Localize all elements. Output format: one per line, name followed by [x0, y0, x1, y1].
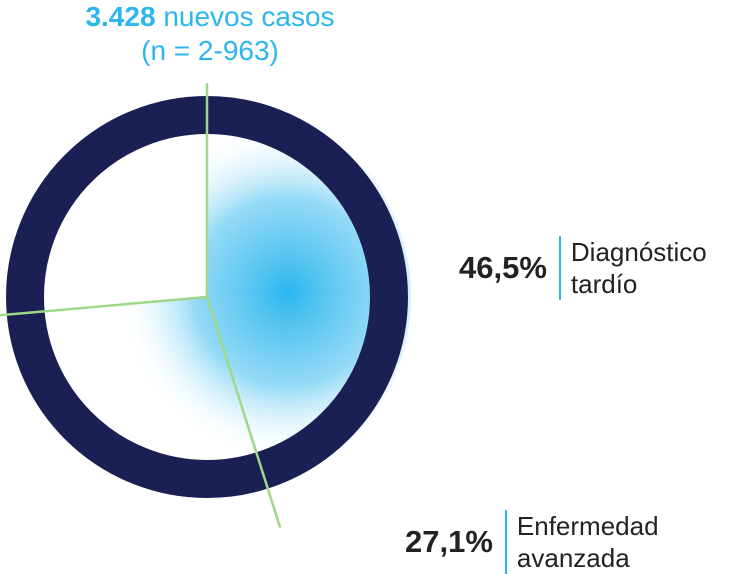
label-enfermedad-avanzada: 27,1% Enfermedad avanzada: [405, 510, 659, 574]
text-diagnostico-tardio: Diagnóstico tardío: [570, 237, 707, 299]
new-cases-count: 3.428: [85, 1, 156, 32]
divider-middle: [205, 296, 282, 529]
new-cases-text: nuevos casos: [163, 1, 335, 32]
chart-title: 3.428 nuevos casos (n = 2-963): [0, 0, 420, 68]
divider-bottom: [0, 295, 208, 317]
label-diagnostico-tardio: 46,5% Diagnóstico tardío: [459, 236, 707, 300]
label-separator: [504, 510, 507, 574]
sample-size: (n = 2-963): [141, 35, 279, 66]
label-separator: [558, 236, 561, 300]
percent-diagnostico-tardio: 46,5%: [459, 250, 547, 285]
wedge-enfermedad-avanzada: [25, 297, 263, 479]
percent-enfermedad-avanzada: 27,1%: [405, 524, 493, 559]
text-enfermedad-avanzada: Enfermedad avanzada: [516, 511, 659, 573]
